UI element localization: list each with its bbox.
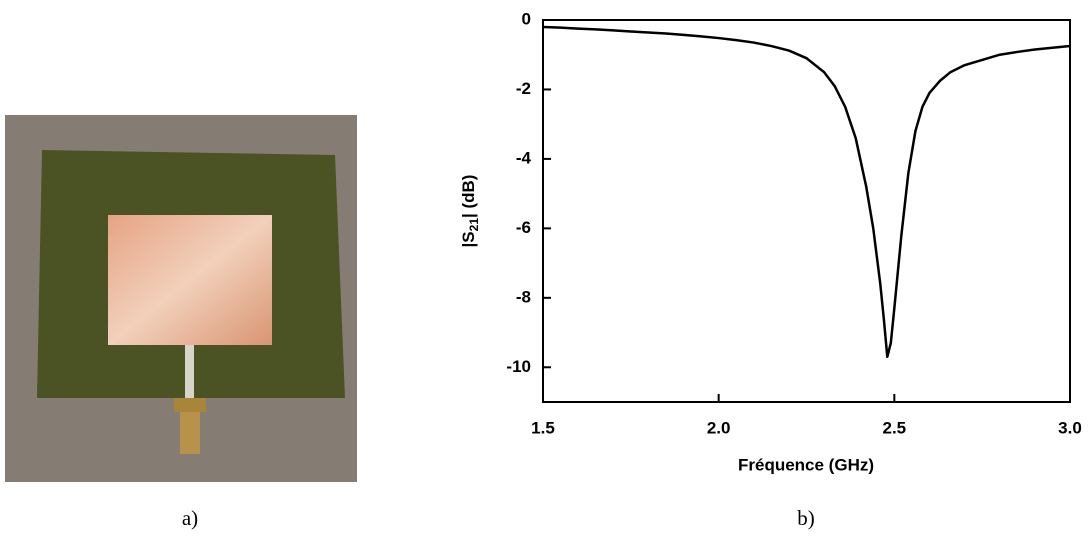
y-tick-label: -6	[516, 218, 531, 237]
x-axis-label: Fréquence (GHz)	[738, 455, 874, 474]
x-tick-label: 3.0	[1058, 418, 1082, 437]
y-tick-label: -8	[516, 287, 531, 306]
y-tick-label: 0	[522, 9, 531, 28]
x-tick-label: 2.0	[707, 418, 731, 437]
data-line	[542, 25, 1071, 359]
caption: b)	[797, 506, 815, 530]
y-tick-label: -10	[506, 357, 531, 376]
plot-frame	[542, 19, 1071, 403]
patch	[108, 215, 272, 345]
connector-body	[180, 412, 200, 454]
antenna-photo	[5, 115, 357, 482]
y-tick-label: -4	[516, 148, 532, 167]
x-tick-label: 1.5	[531, 418, 555, 437]
caption: a)	[182, 506, 198, 530]
y-axis-label: |S21| (dB)	[459, 175, 481, 248]
y-label-part: | (dB)	[459, 175, 478, 218]
connector-flange	[174, 398, 206, 412]
y-label-part: |S	[459, 231, 478, 247]
y-label-sub: 21	[467, 218, 481, 232]
x-tick-label: 2.5	[883, 418, 907, 437]
feed-line	[185, 345, 194, 400]
y-tick-label: -2	[516, 79, 531, 98]
